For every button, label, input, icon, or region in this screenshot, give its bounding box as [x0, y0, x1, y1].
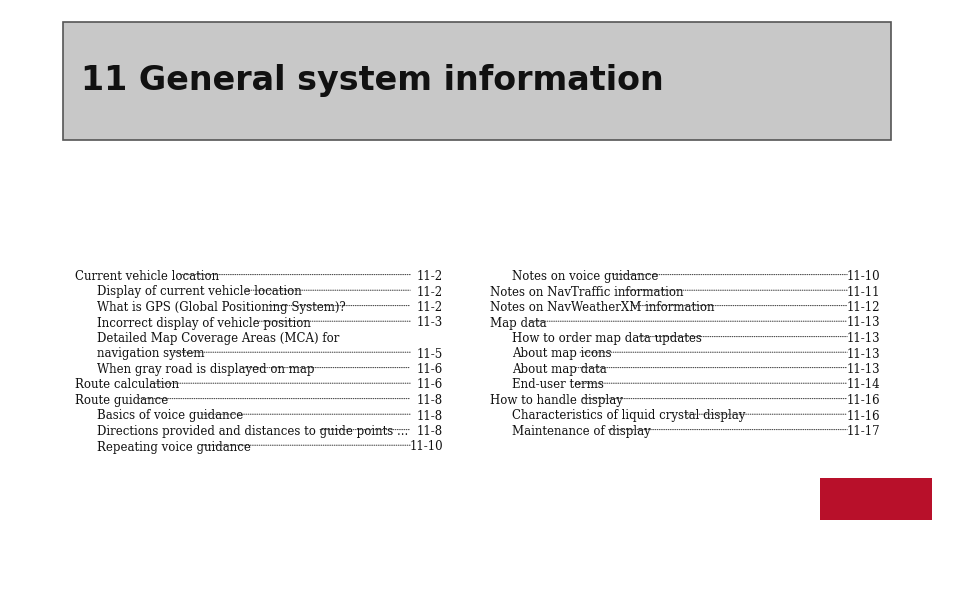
- Text: 11-8: 11-8: [416, 409, 442, 422]
- Text: Notes on NavTraffic information: Notes on NavTraffic information: [490, 286, 682, 299]
- Text: Incorrect display of vehicle position: Incorrect display of vehicle position: [97, 316, 311, 329]
- Text: 11-8: 11-8: [416, 425, 442, 438]
- Text: Repeating voice guidance: Repeating voice guidance: [97, 441, 251, 454]
- Text: 11-5: 11-5: [416, 348, 442, 360]
- Text: navigation system: navigation system: [97, 348, 204, 360]
- Text: 11-3: 11-3: [416, 316, 442, 329]
- Text: How to order map data updates: How to order map data updates: [512, 332, 701, 345]
- Text: Basics of voice guidance: Basics of voice guidance: [97, 409, 243, 422]
- Text: Directions provided and distances to guide points ...: Directions provided and distances to gui…: [97, 425, 408, 438]
- Bar: [63, 22, 890, 140]
- Text: 11-6: 11-6: [416, 363, 442, 376]
- Text: 11-10: 11-10: [845, 270, 879, 283]
- Text: Map data: Map data: [490, 316, 546, 329]
- Text: Detailed Map Coverage Areas (MCA) for: Detailed Map Coverage Areas (MCA) for: [97, 332, 339, 345]
- Text: 11-2: 11-2: [416, 270, 442, 283]
- Text: 11-17: 11-17: [845, 425, 879, 438]
- Text: 11-12: 11-12: [845, 301, 879, 314]
- Text: 11-14: 11-14: [845, 379, 879, 392]
- Text: End-user terms: End-user terms: [512, 379, 603, 392]
- Text: Display of current vehicle location: Display of current vehicle location: [97, 286, 301, 299]
- Text: 11-13: 11-13: [845, 316, 879, 329]
- Text: 11-2: 11-2: [416, 301, 442, 314]
- Text: Route calculation: Route calculation: [75, 379, 179, 392]
- Text: 11-8: 11-8: [416, 394, 442, 407]
- Text: What is GPS (Global Positioning System)?: What is GPS (Global Positioning System)?: [97, 301, 345, 314]
- Text: 11-13: 11-13: [845, 332, 879, 345]
- Text: 11-2: 11-2: [416, 286, 442, 299]
- Text: Current vehicle location: Current vehicle location: [75, 270, 219, 283]
- Text: How to handle display: How to handle display: [490, 394, 622, 407]
- Text: About map data: About map data: [512, 363, 606, 376]
- Text: 11-11: 11-11: [845, 286, 879, 299]
- Text: 11-13: 11-13: [845, 363, 879, 376]
- Text: 11-16: 11-16: [845, 394, 879, 407]
- Text: 11 General system information: 11 General system information: [81, 64, 663, 97]
- Text: Notes on NavWeatherXM information: Notes on NavWeatherXM information: [490, 301, 714, 314]
- Text: When gray road is displayed on map: When gray road is displayed on map: [97, 363, 314, 376]
- Text: Characteristics of liquid crystal display: Characteristics of liquid crystal displa…: [512, 409, 744, 422]
- Text: Notes on voice guidance: Notes on voice guidance: [512, 270, 658, 283]
- Text: 11-6: 11-6: [416, 379, 442, 392]
- Text: 11-10: 11-10: [409, 441, 442, 454]
- Bar: [820, 478, 931, 520]
- Text: Maintenance of display: Maintenance of display: [512, 425, 650, 438]
- Text: 11-13: 11-13: [845, 348, 879, 360]
- Text: 11-16: 11-16: [845, 409, 879, 422]
- Text: Route guidance: Route guidance: [75, 394, 168, 407]
- Text: About map icons: About map icons: [512, 348, 611, 360]
